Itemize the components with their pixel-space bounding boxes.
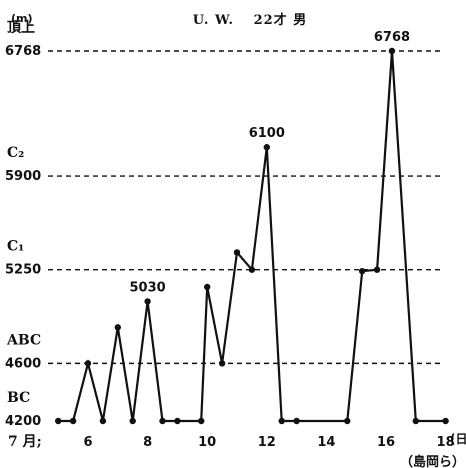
- x-tick-label-2: 10: [198, 435, 216, 450]
- data-point-0-12: [233, 249, 241, 256]
- reference-value-0: 6768: [5, 44, 41, 59]
- data-point-0-6: [144, 298, 151, 305]
- reference-value-2: 5250: [5, 263, 41, 278]
- peak-labels: 5030 6100 6768: [130, 30, 411, 295]
- reference-levels: 頂上 6768 C₂ 5900 C₁ 5250 ABC 4600 BC 4200: [5, 20, 440, 429]
- x-tick-label-6: 18: [437, 435, 455, 450]
- reference-name-1: C₂: [7, 145, 24, 161]
- data-point-0-8: [174, 417, 181, 425]
- chart-title: U. W. 22才 男: [193, 12, 307, 28]
- data-point-0-11: [218, 360, 226, 367]
- data-points: [55, 47, 449, 425]
- data-point-0-7: [159, 417, 166, 425]
- data-point-0-4: [114, 324, 122, 331]
- peak-label-1: 6100: [249, 126, 285, 141]
- peak-label-2: 6768: [374, 30, 410, 45]
- data-point-0-0: [55, 417, 62, 425]
- reference-name-3: ABC: [6, 332, 41, 348]
- data-point-0-15: [278, 417, 285, 425]
- reference-name-0: 頂上: [7, 20, 35, 36]
- reference-name-4: BC: [7, 390, 30, 406]
- data-point-0-9: [198, 417, 205, 425]
- data-point-0-14: [263, 144, 270, 151]
- data-point-0-2: [84, 360, 92, 367]
- data-point-0-3: [99, 417, 107, 425]
- data-point-0-16: [293, 417, 300, 425]
- source-credit: （島岡ら）: [400, 454, 465, 468]
- data-point-0-1: [69, 417, 77, 425]
- x-tick-label-4: 14: [317, 435, 335, 450]
- data-point-0-10: [204, 283, 211, 291]
- data-point-0-17: [344, 417, 351, 425]
- altitude-series: [58, 50, 446, 423]
- x-axis-month-label: 7 月;: [8, 434, 42, 450]
- data-point-0-18: [358, 267, 366, 275]
- reference-value-1: 5900: [5, 169, 41, 184]
- data-point-0-13: [248, 266, 256, 273]
- x-axis-ticks: 6 8 10 12 14 16 18: [83, 435, 454, 450]
- data-point-0-20: [388, 47, 396, 55]
- series-line-0: [58, 50, 446, 423]
- reference-value-4: 4200: [5, 414, 41, 429]
- x-axis-day-unit-label: (日): [450, 432, 466, 446]
- y-axis-unit-label: (m): [11, 12, 33, 25]
- data-point-0-22: [442, 417, 449, 425]
- x-tick-label-5: 16: [377, 435, 395, 450]
- x-tick-label-0: 6: [83, 435, 92, 450]
- data-point-0-19: [373, 266, 381, 273]
- data-point-0-21: [412, 417, 419, 425]
- reference-value-3: 4600: [5, 356, 41, 371]
- reference-name-2: C₁: [7, 239, 24, 255]
- peak-label-0: 5030: [130, 280, 166, 295]
- data-point-0-5: [129, 417, 136, 425]
- x-tick-label-1: 8: [143, 435, 152, 450]
- x-tick-label-3: 12: [258, 435, 276, 450]
